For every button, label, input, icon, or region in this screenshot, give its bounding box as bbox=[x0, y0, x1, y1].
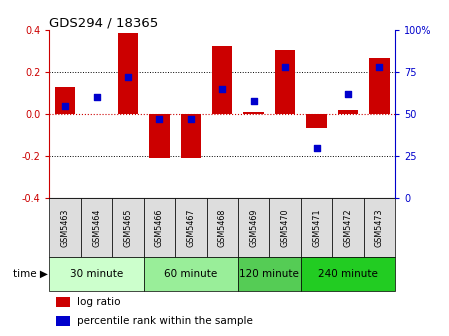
Text: percentile rank within the sample: percentile rank within the sample bbox=[77, 316, 253, 326]
Point bbox=[250, 98, 257, 103]
Text: GSM5467: GSM5467 bbox=[186, 208, 195, 247]
Bar bbox=[332, 198, 364, 257]
Bar bbox=[49, 257, 144, 291]
Point bbox=[344, 91, 352, 97]
Text: GSM5470: GSM5470 bbox=[281, 208, 290, 247]
Bar bbox=[49, 198, 81, 257]
Bar bbox=[275, 50, 295, 114]
Bar bbox=[243, 112, 264, 114]
Text: 120 minute: 120 minute bbox=[239, 269, 299, 279]
Point bbox=[93, 95, 100, 100]
Bar bbox=[212, 46, 233, 114]
Bar bbox=[369, 57, 390, 114]
Bar bbox=[301, 198, 332, 257]
Text: 30 minute: 30 minute bbox=[70, 269, 123, 279]
Bar bbox=[112, 198, 144, 257]
Bar bbox=[269, 198, 301, 257]
Point bbox=[282, 65, 289, 70]
Text: GDS294 / 18365: GDS294 / 18365 bbox=[49, 16, 158, 29]
Bar bbox=[149, 114, 170, 158]
Text: GSM5463: GSM5463 bbox=[61, 208, 70, 247]
Bar bbox=[175, 198, 207, 257]
Bar bbox=[364, 198, 395, 257]
Point bbox=[156, 117, 163, 122]
Point bbox=[124, 75, 132, 80]
Bar bbox=[338, 110, 358, 114]
Text: 240 minute: 240 minute bbox=[318, 269, 378, 279]
Text: log ratio: log ratio bbox=[77, 297, 120, 307]
Bar bbox=[207, 198, 238, 257]
Text: GSM5468: GSM5468 bbox=[218, 208, 227, 247]
Point bbox=[376, 65, 383, 70]
Bar bbox=[81, 198, 112, 257]
Text: 60 minute: 60 minute bbox=[164, 269, 217, 279]
Bar bbox=[238, 198, 269, 257]
Text: GSM5473: GSM5473 bbox=[375, 208, 384, 247]
Bar bbox=[56, 297, 70, 307]
Text: GSM5464: GSM5464 bbox=[92, 208, 101, 247]
Text: GSM5469: GSM5469 bbox=[249, 208, 258, 247]
Text: GSM5465: GSM5465 bbox=[123, 208, 132, 247]
Bar bbox=[56, 316, 70, 326]
Text: GSM5471: GSM5471 bbox=[312, 208, 321, 247]
Bar bbox=[118, 33, 138, 114]
Bar bbox=[144, 257, 238, 291]
Bar bbox=[144, 198, 175, 257]
Point bbox=[187, 117, 194, 122]
Point bbox=[62, 103, 69, 109]
Bar bbox=[306, 114, 327, 128]
Point bbox=[219, 86, 226, 92]
Bar bbox=[55, 87, 75, 114]
Text: GSM5472: GSM5472 bbox=[343, 208, 352, 247]
Bar bbox=[180, 114, 201, 158]
Text: GSM5466: GSM5466 bbox=[155, 208, 164, 247]
Bar bbox=[301, 257, 395, 291]
Point bbox=[313, 145, 320, 151]
Bar bbox=[238, 257, 301, 291]
Text: time ▶: time ▶ bbox=[13, 269, 48, 279]
